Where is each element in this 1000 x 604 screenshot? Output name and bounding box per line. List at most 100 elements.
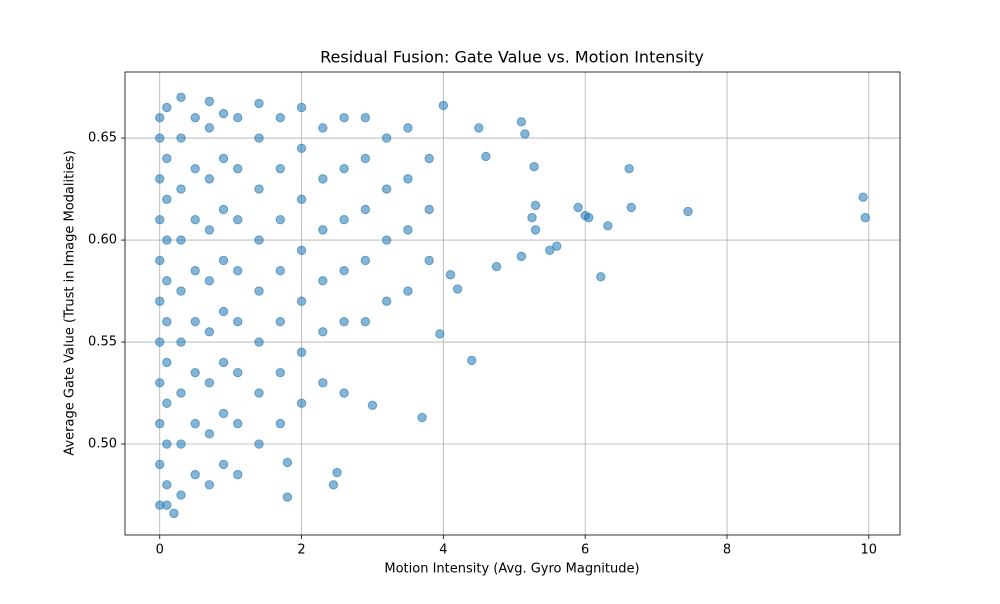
x-tick-label: 0: [156, 543, 164, 558]
point: [491, 261, 502, 272]
x-tick-label: 6: [581, 543, 589, 558]
point: [190, 265, 200, 276]
point: [424, 153, 434, 164]
point: [381, 184, 392, 194]
point: [218, 108, 229, 119]
point: [204, 174, 215, 184]
point: [162, 500, 172, 510]
point: [176, 439, 186, 449]
point: [360, 255, 371, 266]
point: [403, 123, 413, 133]
point: [481, 151, 491, 162]
y-tick-label: 0.65: [88, 131, 117, 146]
point: [282, 492, 293, 502]
point: [275, 214, 285, 225]
point: [296, 245, 307, 255]
point: [204, 276, 215, 286]
point: [275, 316, 285, 327]
point: [218, 357, 229, 368]
point: [233, 214, 243, 225]
point: [403, 225, 413, 235]
x-tick-label: 10: [861, 543, 878, 558]
point: [204, 123, 215, 133]
point: [452, 284, 463, 294]
point: [360, 204, 371, 215]
point: [169, 508, 179, 519]
point: [155, 112, 165, 123]
point: [332, 467, 342, 478]
point: [176, 490, 186, 500]
point: [204, 327, 215, 337]
point: [204, 480, 215, 490]
point: [155, 378, 165, 388]
point: [474, 123, 484, 133]
point: [233, 316, 243, 327]
point: [381, 296, 392, 306]
point: [296, 347, 307, 357]
point: [155, 418, 165, 429]
point: [296, 398, 307, 408]
point: [516, 251, 527, 262]
point: [155, 296, 165, 306]
point: [218, 408, 229, 419]
point: [552, 241, 562, 251]
point: [176, 235, 186, 245]
point: [318, 225, 328, 235]
point: [233, 469, 243, 480]
point: [162, 439, 172, 449]
chart-title: Residual Fusion: Gate Value vs. Motion I…: [320, 48, 704, 67]
point: [545, 245, 555, 255]
point: [417, 412, 427, 423]
point: [162, 102, 172, 113]
plot-frame: [124, 71, 901, 536]
point: [580, 210, 590, 221]
point: [176, 92, 186, 102]
point: [204, 225, 215, 235]
point: [339, 163, 349, 174]
y-axis-label: Average Gate Value (Trust in Image Modal…: [63, 150, 78, 455]
point: [318, 378, 328, 388]
point: [530, 200, 541, 211]
point: [438, 100, 449, 111]
point: [529, 161, 539, 172]
point: [190, 112, 200, 123]
point: [162, 194, 172, 204]
point: [403, 174, 413, 184]
point: [218, 255, 229, 266]
point: [435, 329, 445, 339]
point: [254, 133, 264, 143]
point: [254, 286, 264, 296]
point: [162, 480, 172, 490]
point: [573, 202, 583, 213]
point: [624, 163, 634, 174]
x-tick-label: 4: [439, 543, 447, 558]
point: [218, 306, 229, 317]
point: [360, 316, 371, 327]
point: [176, 337, 186, 347]
y-tick-label: 0.55: [88, 335, 117, 350]
point: [381, 235, 392, 245]
x-tick-label: 8: [723, 543, 731, 558]
point: [328, 480, 339, 490]
point: [296, 102, 307, 113]
point: [858, 192, 868, 202]
point: [339, 112, 349, 123]
point: [254, 184, 264, 194]
point: [190, 469, 200, 480]
point: [204, 96, 215, 107]
point: [339, 265, 349, 276]
point: [318, 174, 328, 184]
point: [683, 206, 693, 217]
point: [339, 388, 349, 398]
point: [155, 459, 165, 470]
point: [296, 194, 307, 204]
point: [233, 265, 243, 276]
point: [360, 112, 371, 123]
point: [233, 367, 243, 378]
point: [339, 316, 349, 327]
point: [527, 212, 537, 223]
point: [381, 133, 392, 143]
point: [176, 184, 186, 194]
point: [155, 174, 165, 184]
